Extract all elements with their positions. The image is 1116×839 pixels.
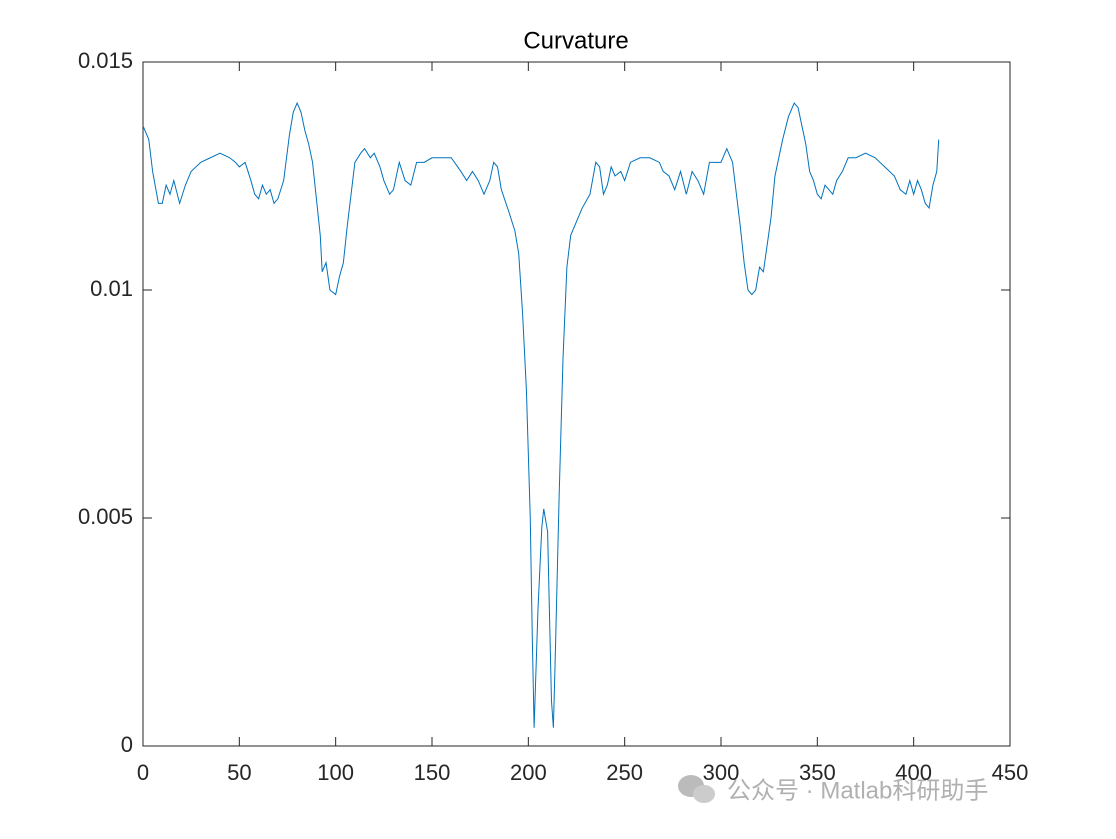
y-tick-label: 0.015 [78,48,133,73]
x-tick-label: 400 [895,760,932,785]
chart-title: Curvature [523,27,628,54]
x-tick-label: 0 [137,760,149,785]
x-tick-label: 300 [703,760,740,785]
x-tick-label: 450 [992,760,1029,785]
x-tick-label: 100 [317,760,354,785]
x-tick-label: 250 [606,760,643,785]
axes-background [142,61,1011,747]
watermark: 公众号 · Matlab科研助手 [727,777,988,804]
x-tick-label: 200 [510,760,547,785]
x-tick-label: 350 [799,760,836,785]
wechat-icon [678,775,715,803]
y-tick-label: 0.01 [90,276,133,301]
x-tick-label: 150 [414,760,451,785]
x-tick-label: 50 [227,760,251,785]
y-tick-label: 0.005 [78,504,133,529]
y-tick-label: 0 [121,732,133,757]
data-line [142,101,940,728]
